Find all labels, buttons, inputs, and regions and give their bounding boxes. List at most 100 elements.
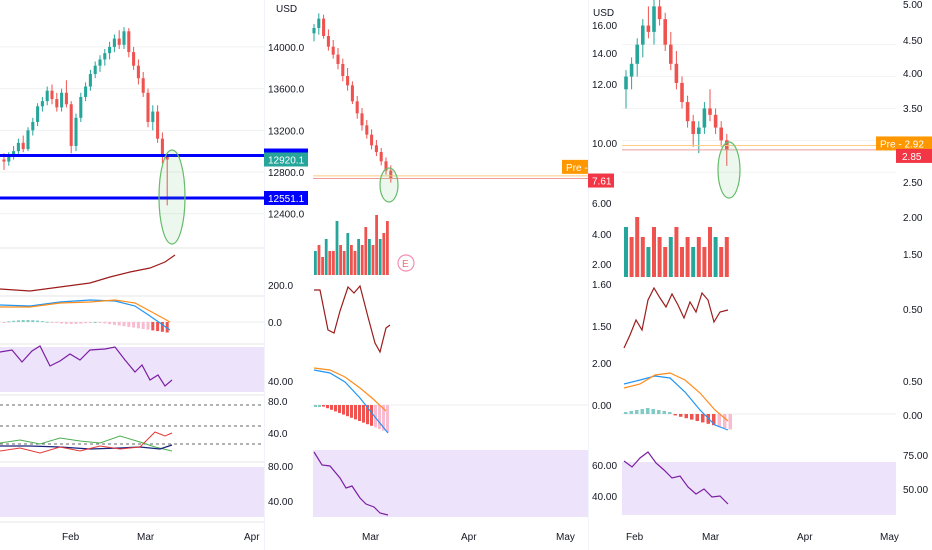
ma-line: [314, 284, 391, 354]
macd-histogram-bar: [370, 405, 373, 426]
macd-histogram-bar: [79, 322, 83, 324]
macd-histogram-bar: [723, 414, 727, 428]
left-candle: [50, 90, 54, 100]
volume-bar: [646, 247, 651, 277]
right-axis-label: 75.00: [903, 451, 928, 462]
left-candle: [12, 151, 16, 156]
rsi-band: [622, 462, 896, 515]
right-axis-label: 50.00: [903, 485, 928, 496]
middle-candle: [326, 36, 330, 47]
right-axis-label: 0.50: [903, 377, 923, 388]
macd-histogram-bar: [684, 414, 688, 419]
middle-candle: [312, 28, 316, 34]
right-candle: [624, 76, 628, 90]
left-candle: [151, 111, 155, 122]
macd-histogram-bar: [640, 409, 644, 414]
macd-histogram-bar: [117, 322, 121, 326]
macd-histogram-bar: [160, 322, 164, 332]
rsi-line: [623, 451, 729, 505]
volume-bar: [368, 239, 371, 275]
left-candle: [98, 59, 102, 66]
stoch-red-line: [0, 431, 173, 454]
rsi-band: [313, 450, 588, 517]
macd-histogram-bar: [646, 408, 650, 414]
currency-label: USD: [593, 8, 614, 19]
middle-candle: [370, 134, 374, 146]
volume-bar: [719, 247, 724, 277]
middle-candle: [355, 101, 359, 114]
macd-histogram-bar: [374, 405, 377, 428]
macd-histogram-bar: [50, 322, 54, 323]
stoch-blue-line: [0, 444, 173, 450]
volume-bar: [339, 245, 342, 275]
left-axis-label: 14.00: [592, 49, 617, 60]
right-candle: [708, 108, 712, 115]
macd-histogram-bar: [7, 321, 11, 323]
left-candle: [2, 159, 6, 162]
volume-bar: [364, 227, 368, 275]
volume-bar: [702, 247, 707, 277]
left-candle: [84, 86, 88, 97]
left-axis-label: 1.50: [592, 322, 612, 333]
volume-bar: [652, 227, 656, 277]
macd-axis-label: 0.0: [268, 318, 282, 329]
earnings-marker-label: E: [402, 259, 409, 270]
highlight-ellipse: [717, 141, 741, 199]
x-axis-label: May: [880, 532, 899, 543]
macd-histogram-bar: [717, 414, 721, 427]
left-candle: [146, 92, 150, 122]
left-candle: [136, 65, 140, 79]
macd-histogram-bar: [122, 322, 126, 327]
macd-histogram-bar: [55, 322, 59, 324]
volume-bar: [386, 221, 389, 275]
last-price-tag: [264, 152, 308, 167]
left-candle: [64, 92, 68, 105]
ma-line: [0, 254, 176, 292]
rsi2-axis-label: 80.00: [268, 462, 293, 473]
macd-line: [623, 375, 729, 431]
volume-bar: [371, 245, 375, 275]
left-axis-label: 16.00: [592, 21, 617, 32]
right-axis-label: 0.50: [903, 305, 923, 316]
macd-histogram-bar: [141, 322, 145, 329]
left-candle: [16, 142, 20, 152]
middle-candle: [379, 152, 383, 162]
macd-histogram-bar: [40, 321, 44, 323]
volume-bar: [328, 251, 332, 275]
volume-bar: [674, 227, 679, 277]
left-candle: [40, 101, 44, 107]
right-candle: [674, 63, 679, 83]
x-axis-label: Feb: [62, 532, 80, 543]
volume-bar: [624, 227, 628, 277]
volume-bar: [657, 237, 662, 277]
left-candle: [69, 104, 73, 146]
middle-candle: [341, 64, 345, 76]
highlight-ellipse: [379, 167, 399, 203]
macd-histogram-bar: [728, 414, 732, 430]
macd-line: [313, 369, 389, 434]
price-axis-label: 13600.0: [268, 85, 305, 96]
right-axis-label: 4.50: [903, 36, 923, 47]
macd-histogram-bar: [346, 405, 349, 417]
right-axis-label: 5.00: [903, 0, 923, 11]
macd-histogram-bar: [64, 322, 68, 324]
macd-histogram-bar: [386, 405, 389, 433]
volume-bar: [332, 251, 335, 275]
volume-bar: [350, 245, 353, 275]
right-candle: [691, 121, 695, 134]
right-candle: [719, 127, 723, 141]
left-candle: [103, 53, 107, 60]
volume-bar: [375, 215, 378, 275]
volume-bar: [696, 237, 701, 277]
left-axis-label: 4.00: [592, 230, 612, 241]
macd-histogram-bar: [16, 320, 20, 322]
last-tag: [896, 148, 932, 163]
right-candle: [635, 44, 639, 64]
macd-histogram-bar: [146, 322, 150, 330]
left-axis-label: 6.00: [592, 199, 612, 210]
price-axis-label: 12800.0: [268, 168, 305, 179]
macd-histogram-bar: [668, 412, 672, 414]
middle-candle: [384, 161, 388, 171]
left-candle: [79, 96, 83, 118]
